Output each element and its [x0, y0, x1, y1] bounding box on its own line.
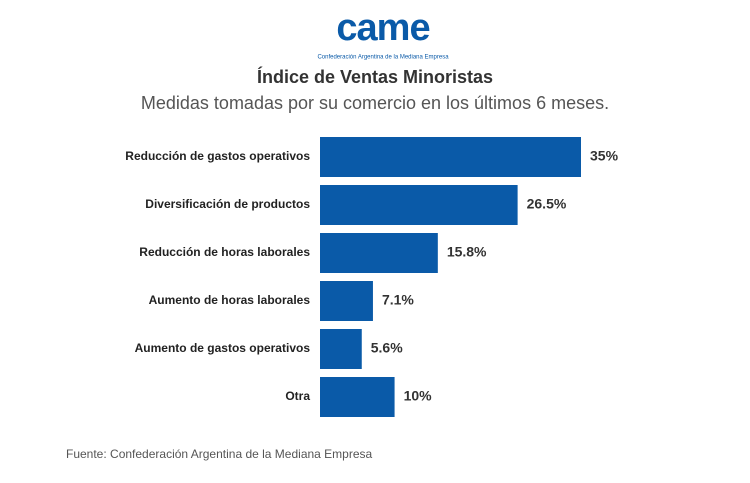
- chart-title: Índice de Ventas Minoristas: [257, 66, 493, 87]
- source-note: Fuente: Confederación Argentina de la Me…: [66, 447, 373, 461]
- category-label: Otra: [285, 389, 310, 403]
- bar: [320, 137, 581, 177]
- category-label: Reducción de gastos operativos: [125, 149, 310, 163]
- bar: [320, 185, 518, 225]
- value-label: 7.1%: [382, 292, 414, 308]
- logo: came: [336, 7, 429, 49]
- category-label: Aumento de gastos operativos: [135, 341, 311, 355]
- bar: [320, 233, 438, 273]
- value-label: 26.5%: [527, 196, 567, 212]
- bar: [320, 281, 373, 321]
- value-label: 15.8%: [447, 244, 487, 260]
- category-label: Aumento de horas laborales: [149, 293, 311, 307]
- bar: [320, 329, 362, 369]
- category-label: Reducción de horas laborales: [139, 245, 310, 259]
- chart-subtitle: Medidas tomadas por su comercio en los ú…: [141, 93, 609, 113]
- value-label: 35%: [590, 148, 619, 164]
- value-label: 10%: [404, 388, 433, 404]
- category-label: Diversificación de productos: [145, 197, 310, 211]
- logo-caption: Confederación Argentina de la Mediana Em…: [317, 55, 449, 61]
- value-label: 5.6%: [371, 340, 403, 356]
- bar: [320, 377, 395, 417]
